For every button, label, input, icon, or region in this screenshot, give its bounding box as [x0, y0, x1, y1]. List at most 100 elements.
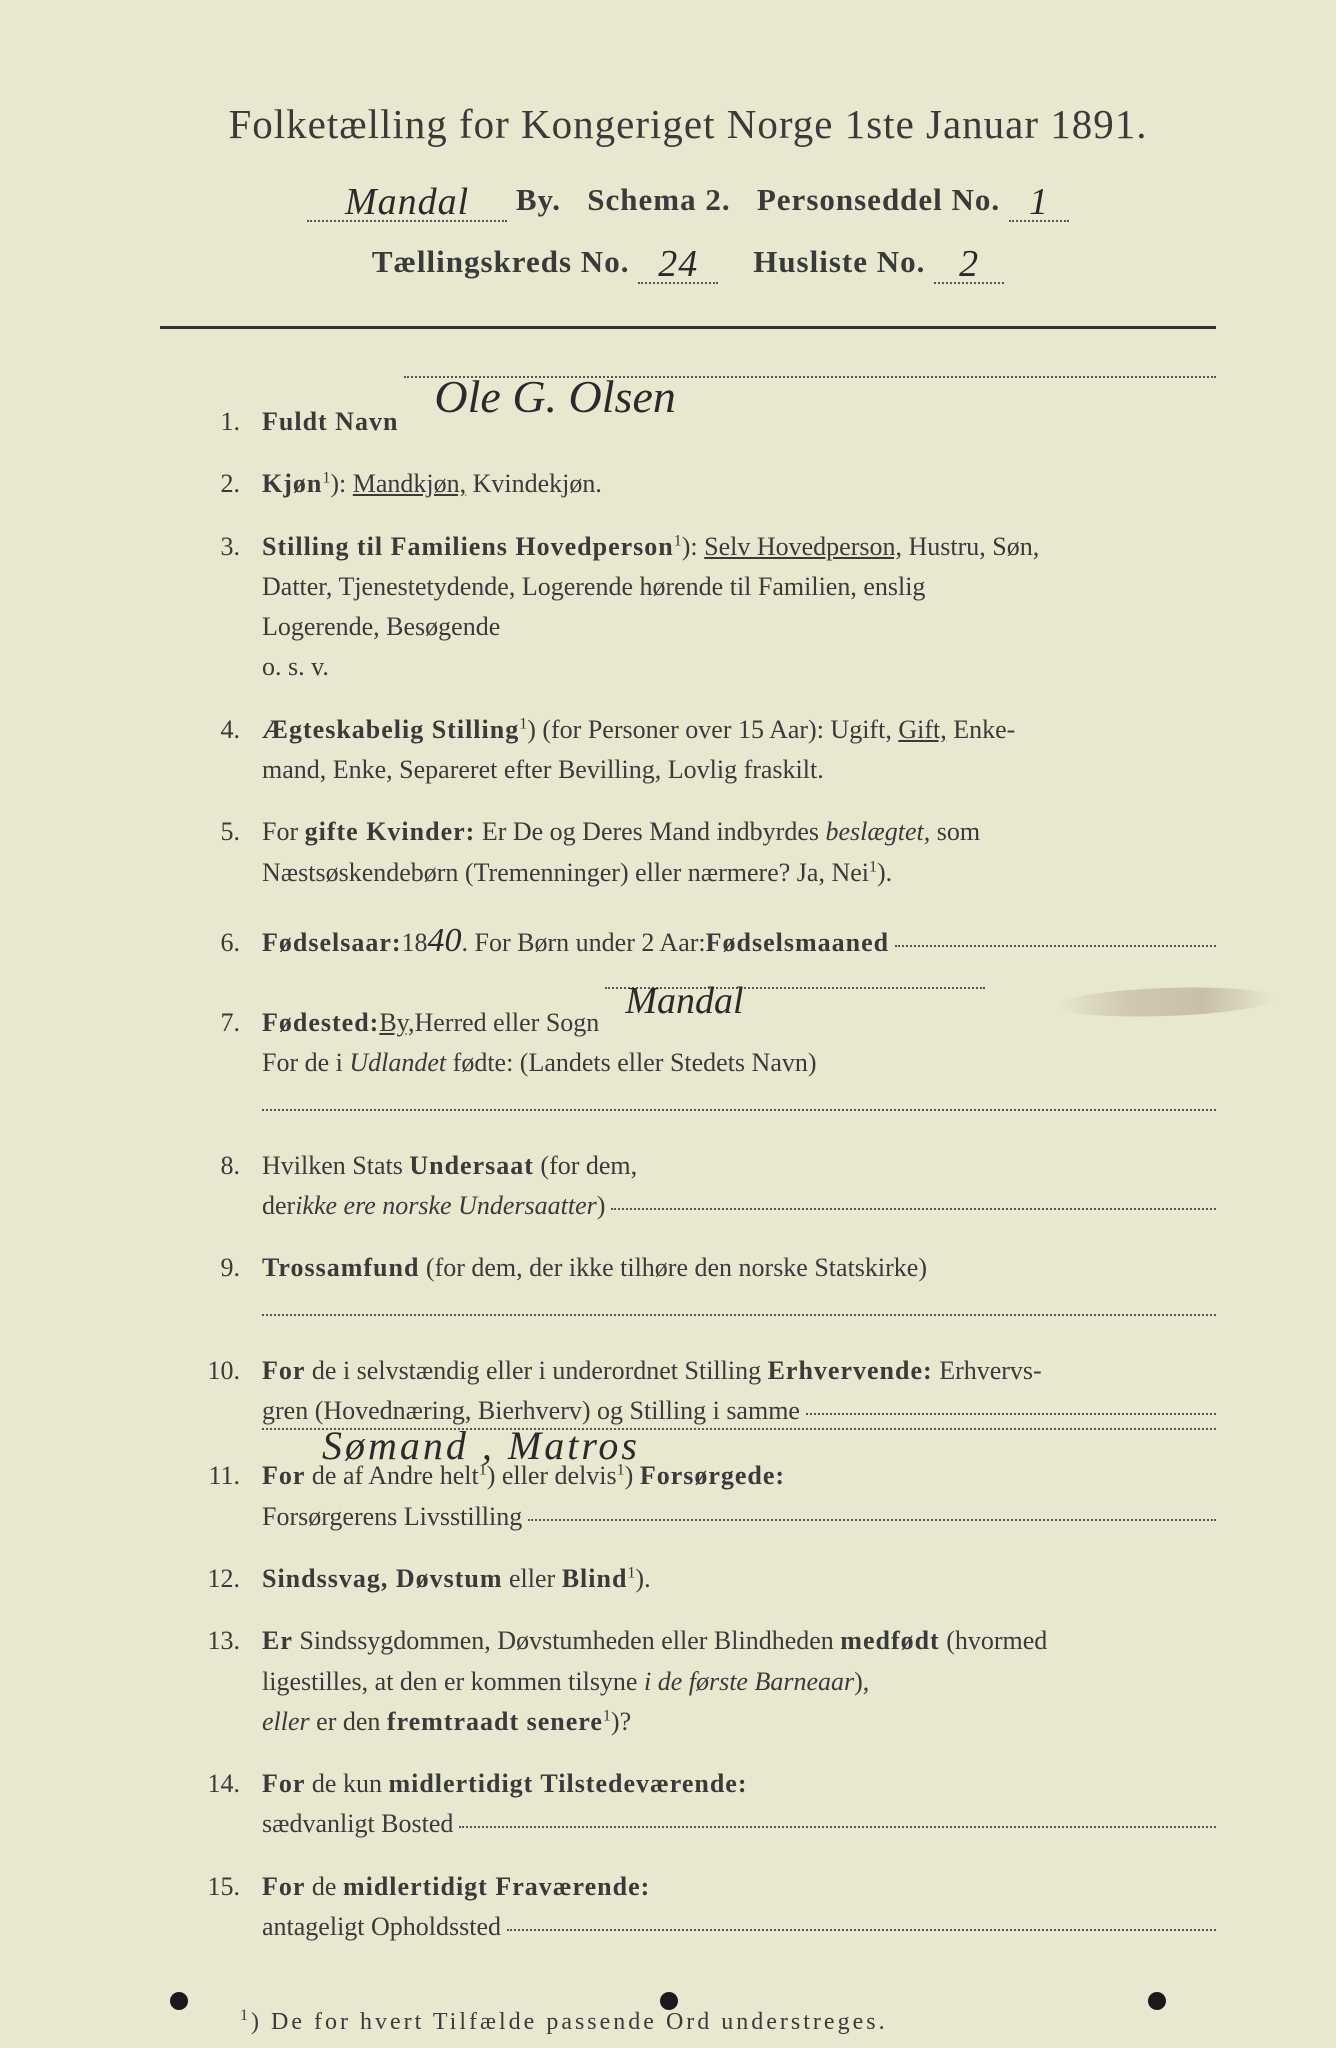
q4-rest: Enke- — [947, 715, 1016, 744]
punch-hole-right — [1148, 1992, 1166, 2010]
q2-row: 2. Kjøn1): Mandkjøn, Kvindekjøn. — [180, 464, 1216, 504]
q3-line3: Logerende, Besøgende — [262, 612, 500, 641]
q6-num: 6. — [180, 923, 262, 963]
q10-1c: Erhvervende: — [768, 1356, 933, 1385]
q11-2: Forsørgerens Livsstilling — [262, 1497, 522, 1537]
q11-1e: Forsørgede: — [640, 1461, 785, 1490]
q13-3d: )? — [611, 1707, 631, 1736]
q5-2a: Næstsøskendebørn (Tremenninger) eller næ… — [262, 858, 869, 887]
q13-1a: Er — [262, 1626, 293, 1655]
q4-row: 4. Ægteskabelig Stilling1) (for Personer… — [180, 710, 1216, 791]
q7-num: 7. — [180, 1003, 262, 1043]
q2-label: Kjøn — [262, 469, 322, 498]
header-divider — [160, 326, 1216, 329]
form-title: Folketælling for Kongeriget Norge 1ste J… — [160, 100, 1216, 148]
q5-num: 5. — [180, 812, 262, 852]
q15-2: antageligt Opholdssted — [262, 1907, 501, 1947]
q15-row: 15. For de midlertidigt Fraværende: anta… — [180, 1867, 1216, 1948]
q9-label: Trossamfund — [262, 1253, 419, 1282]
q10-1b: de i selvstændig eller i underordnet Sti… — [305, 1356, 767, 1385]
q2-opt-selected: Mandkjøn, — [353, 469, 466, 498]
q5-sup: 1 — [869, 858, 877, 875]
q13-3b: er den — [310, 1707, 387, 1736]
q12-mid: eller — [503, 1564, 562, 1593]
q13-2a: ligestilles, at den er kommen tilsyne — [262, 1667, 644, 1696]
q3-line4: o. s. v. — [262, 652, 329, 681]
q1-label: Fuldt Navn — [262, 402, 398, 442]
footnote-sup: 1 — [240, 2007, 251, 2024]
q5-1e: som — [930, 817, 980, 846]
census-form-page: Folketælling for Kongeriget Norge 1ste J… — [0, 0, 1336, 2048]
q5-1a: For — [262, 817, 305, 846]
q10-1a: For — [262, 1356, 305, 1385]
q12-row: 12. Sindssvag, Døvstum eller Blind1). — [180, 1559, 1216, 1599]
q14-1c: midlertidigt Tilstedeværende: — [388, 1769, 747, 1798]
q1-row: 1. Fuldt Navn Ole G. Olsen — [180, 379, 1216, 442]
q8-1b: Undersaat — [409, 1151, 534, 1180]
q2-num: 2. — [180, 464, 262, 504]
q14-row: 14. For de kun midlertidigt Tilstedevære… — [180, 1764, 1216, 1845]
q8-2b: ) — [597, 1186, 606, 1226]
q8-1c: (for dem, — [534, 1151, 637, 1180]
q7-2a: For de i — [262, 1048, 349, 1077]
footnote-text: ) De for hvert Tilfælde passende Ord und… — [251, 2009, 888, 2035]
husliste-label: Husliste No. — [753, 244, 925, 279]
q14-1a: For — [262, 1769, 305, 1798]
q15-1b: de — [305, 1872, 343, 1901]
city-handwritten: Mandal — [345, 181, 469, 223]
header-line-2: Tællingskreds No. 24 Husliste No. 2 — [160, 238, 1216, 284]
q4-selected: Gift, — [898, 715, 946, 744]
q1-value: Ole G. Olsen — [434, 371, 675, 422]
q6-prefix: 18 — [402, 923, 428, 963]
q3-line2: Datter, Tjenestetydende, Logerende høren… — [262, 572, 925, 601]
form-body: 1. Fuldt Navn Ole G. Olsen 2. Kjøn1): Ma… — [160, 379, 1216, 1947]
q3-row: 3. Stilling til Familiens Hovedperson1):… — [180, 527, 1216, 688]
taellingskreds-no: 24 — [658, 243, 698, 285]
q2-sep: ): — [330, 469, 346, 498]
q9-row: 9. Trossamfund (for dem, der ikke tilhør… — [180, 1248, 1216, 1329]
q5-row: 5. For gifte Kvinder: Er De og Deres Man… — [180, 812, 1216, 893]
q13-3a: eller — [262, 1707, 310, 1736]
q4-label: Ægteskabelig Stilling — [262, 715, 519, 744]
q10-1d: Erhvervs- — [933, 1356, 1042, 1385]
q6-label2: Fødselsmaaned — [706, 923, 889, 963]
q9-rest: (for dem, der ikke tilhøre den norske St… — [419, 1253, 927, 1282]
q3-rest1: Hustru, Søn, — [902, 532, 1039, 561]
q5-1c: Er De og Deres Mand indbyrdes — [475, 817, 825, 846]
q9-num: 9. — [180, 1248, 262, 1288]
q5-1b: gifte Kvinder: — [305, 817, 476, 846]
q7-2i: Udlandet — [349, 1048, 446, 1077]
q6-year: 40 — [428, 915, 462, 968]
q14-1b: de kun — [305, 1769, 388, 1798]
q11-1a: For — [262, 1461, 305, 1490]
q6-label: Fødselsaar: — [262, 923, 402, 963]
q14-2: sædvanligt Bosted — [262, 1804, 453, 1844]
q2-opt2: Kvindekjøn. — [466, 469, 602, 498]
q11-num: 11. — [180, 1456, 262, 1496]
q3-sup: 1 — [674, 532, 682, 549]
q7-by: By, — [379, 1003, 414, 1043]
q10-num: 10. — [180, 1351, 262, 1391]
q15-1c: midlertidigt Fraværende: — [343, 1872, 650, 1901]
personseddel-no: 1 — [1029, 181, 1049, 223]
q13-1b: Sindssygdommen, Døvstumheden eller Blind… — [293, 1626, 840, 1655]
q12-label: Sindssvag, Døvstum — [262, 1564, 503, 1593]
q6-mid: . For Børn under 2 Aar: — [462, 923, 706, 963]
q4-paren: ) (for Personer over 15 Aar): Ugift, — [527, 715, 898, 744]
q13-1c: medfødt — [840, 1626, 939, 1655]
q10-row: 10. For de i selvstændig eller i underor… — [180, 1351, 1216, 1435]
q4-line2: mand, Enke, Separeret efter Bevilling, L… — [262, 755, 824, 784]
q12-end: ). — [635, 1564, 650, 1593]
q8-1a: Hvilken Stats — [262, 1151, 409, 1180]
by-label: By. — [516, 182, 561, 217]
q15-num: 15. — [180, 1867, 262, 1907]
q12-num: 12. — [180, 1559, 262, 1599]
q7-rest: Herred eller Sogn — [414, 1003, 599, 1043]
q5-1d: beslægtet, — [826, 817, 931, 846]
q3-label: Stilling til Familiens Hovedperson — [262, 532, 674, 561]
q6-row: 6. Fødselsaar: 1840. For Børn under 2 Aa… — [180, 915, 1216, 968]
q9-blank-line — [262, 1292, 1216, 1316]
q13-num: 13. — [180, 1621, 262, 1661]
q13-sup: 1 — [603, 1707, 611, 1724]
q5-2b: ). — [877, 858, 892, 887]
